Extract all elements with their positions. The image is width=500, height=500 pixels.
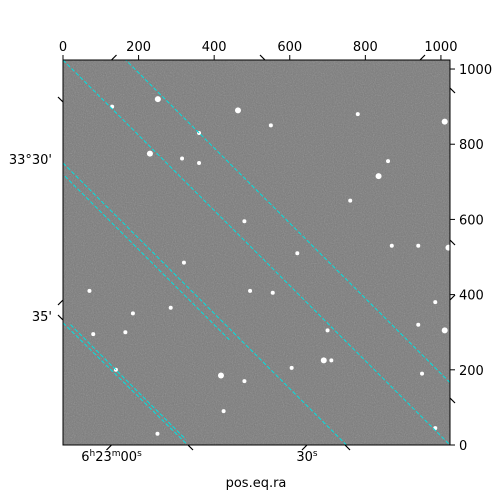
- star-point: [181, 260, 186, 265]
- world-tick: [419, 54, 426, 61]
- star-point: [386, 159, 391, 164]
- star-point: [325, 328, 330, 333]
- top-tick-label: 800: [353, 40, 378, 55]
- ra-grid-line: [70, 324, 187, 440]
- right-tick-label: 600: [459, 213, 484, 228]
- star-point: [155, 431, 160, 436]
- world-tick: [187, 444, 194, 451]
- star-point: [433, 300, 438, 305]
- star-point: [445, 244, 450, 251]
- world-tick: [344, 444, 351, 451]
- star-point: [217, 372, 224, 379]
- right-tick-label: 200: [459, 364, 484, 379]
- star-point: [375, 173, 382, 180]
- ra-grid-line: [125, 60, 450, 384]
- star-point: [389, 243, 394, 248]
- star-point: [180, 156, 185, 161]
- top-tick-label: 600: [277, 40, 302, 55]
- dec-grid-line: [63, 322, 189, 445]
- world-tick: [57, 96, 64, 103]
- axis-labels: 0 200 400 600 800 1000 0 200 400 600 800 1000 6h23m0…: [9, 40, 492, 465]
- star-point: [87, 288, 92, 293]
- ra-tick-label: 30s: [296, 449, 318, 465]
- top-tick-label: 0: [59, 40, 67, 55]
- star-point: [146, 150, 153, 157]
- world-tick: [106, 444, 112, 451]
- star-point: [416, 322, 421, 327]
- star-point: [441, 118, 448, 125]
- world-tick: [449, 87, 456, 94]
- star-point: [416, 243, 421, 248]
- star-point: [221, 409, 226, 414]
- ra-tick-label: 6h23m00s: [81, 449, 142, 465]
- right-tick-label: 1000: [459, 63, 492, 78]
- dec-grid-line: [63, 162, 347, 445]
- star-field: [87, 96, 450, 436]
- x-axis-label: pos.eq.ra: [226, 476, 287, 491]
- star-point: [168, 305, 173, 310]
- top-tick-label: 1000: [424, 40, 457, 55]
- star-point: [242, 379, 247, 384]
- star-point: [329, 358, 334, 363]
- axis-ticks: [57, 54, 456, 451]
- world-tick: [301, 444, 308, 451]
- right-tick-label: 0: [459, 439, 467, 454]
- ra-grid-line: [63, 173, 230, 341]
- star-point: [91, 332, 96, 337]
- star-point: [154, 96, 161, 103]
- world-tick: [449, 397, 456, 404]
- star-point: [130, 311, 135, 316]
- top-tick-label: 400: [202, 40, 227, 55]
- star-point: [123, 330, 128, 335]
- world-tick: [57, 314, 64, 321]
- world-tick: [449, 239, 456, 246]
- world-tick: [449, 294, 456, 301]
- star-point: [248, 288, 253, 293]
- star-point: [242, 219, 247, 224]
- dec-grid-line: [63, 60, 450, 445]
- star-point: [320, 357, 327, 364]
- star-point: [197, 161, 202, 166]
- dec-tick-label: 35': [32, 310, 52, 325]
- world-tick: [259, 54, 266, 61]
- star-point: [348, 198, 353, 203]
- star-point: [355, 112, 360, 117]
- top-tick-label: 200: [126, 40, 151, 55]
- coordinate-grid: [63, 60, 450, 445]
- star-point: [234, 107, 241, 114]
- plot-frame: [62, 59, 451, 446]
- right-tick-label: 400: [459, 289, 484, 304]
- star-point: [270, 290, 275, 295]
- star-point: [441, 327, 448, 334]
- star-point: [420, 371, 425, 376]
- image-area: [63, 60, 450, 445]
- right-tick-label: 800: [459, 138, 484, 153]
- world-tick: [111, 54, 117, 61]
- star-point: [289, 365, 294, 370]
- dec-tick-label: 33°30': [9, 153, 52, 168]
- star-point: [295, 251, 300, 256]
- star-point: [268, 123, 273, 128]
- world-tick: [57, 299, 64, 306]
